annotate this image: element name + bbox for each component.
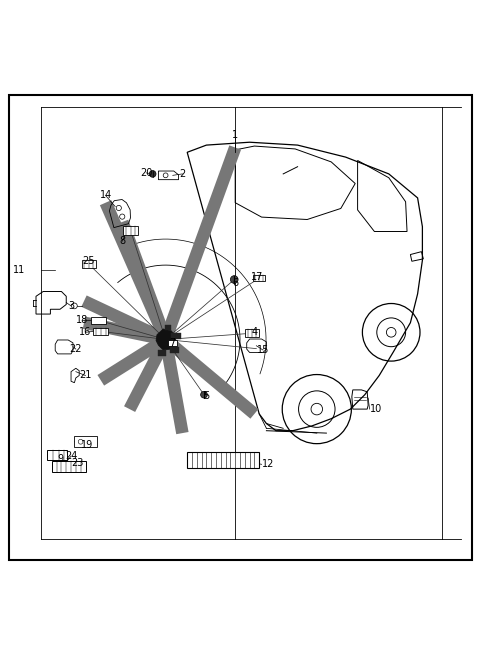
Text: 11: 11	[12, 265, 25, 275]
Text: 2: 2	[179, 169, 186, 179]
Bar	[187, 453, 259, 468]
Bar	[74, 436, 97, 447]
Bar	[170, 347, 179, 353]
Text: 6: 6	[232, 278, 238, 288]
Text: 14: 14	[99, 191, 112, 200]
Text: 3: 3	[68, 301, 74, 311]
Bar	[47, 450, 67, 460]
Text: 15: 15	[257, 345, 269, 355]
Bar	[91, 317, 106, 324]
Text: 22: 22	[70, 344, 82, 354]
Circle shape	[230, 276, 238, 284]
Bar	[93, 328, 108, 335]
Bar	[165, 325, 171, 330]
Bar	[52, 461, 86, 472]
Text: 1: 1	[232, 130, 238, 141]
Polygon shape	[156, 329, 176, 350]
Text: 19: 19	[81, 440, 94, 450]
Bar	[82, 260, 96, 268]
Bar	[245, 329, 259, 337]
Text: 4: 4	[252, 328, 257, 337]
Circle shape	[201, 391, 207, 398]
Text: 23: 23	[72, 458, 84, 468]
Text: 20: 20	[140, 168, 153, 178]
Bar	[171, 333, 181, 339]
Text: 18: 18	[75, 315, 88, 326]
Text: 10: 10	[370, 404, 382, 414]
Bar	[253, 274, 265, 282]
Text: 17: 17	[251, 272, 263, 282]
Text: 16: 16	[79, 328, 92, 337]
Circle shape	[149, 170, 156, 178]
Text: 9: 9	[57, 455, 63, 464]
Text: 25: 25	[83, 256, 95, 267]
Bar	[158, 350, 166, 356]
Bar	[168, 340, 177, 346]
Text: 8: 8	[120, 236, 125, 246]
Text: 5: 5	[203, 391, 210, 401]
Text: 12: 12	[262, 459, 274, 469]
Text: 21: 21	[79, 371, 92, 381]
Bar	[123, 226, 138, 235]
Text: 7: 7	[169, 338, 176, 348]
Text: 24: 24	[65, 451, 77, 461]
